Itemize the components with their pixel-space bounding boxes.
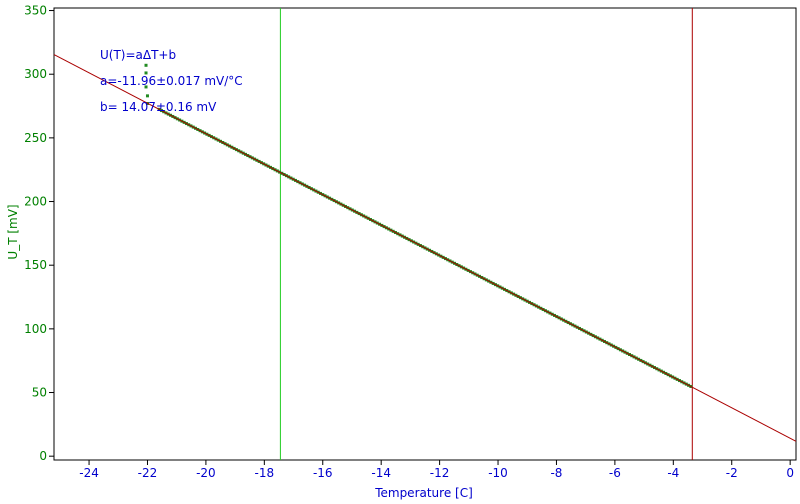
data-point (144, 63, 148, 67)
x-tick-label: -16 (313, 466, 333, 480)
y-tick-label: 50 (32, 386, 47, 400)
x-tick-label: -4 (667, 466, 679, 480)
x-tick-label: -12 (430, 466, 450, 480)
ticks-layer: -24 -22 -20 -18 -16 -14 -12 -10 -8 -6 -4 -2 00501001… (24, 4, 794, 480)
data-point (144, 71, 148, 75)
annotation-formula: U(T)=aΔT+b (100, 48, 176, 62)
marker-layer (279, 8, 693, 460)
x-tick-label: -6 (609, 466, 621, 480)
x-tick-label: -24 (79, 466, 99, 480)
y-tick-label: 200 (24, 195, 47, 209)
annotation-intercept: b= 14.07±0.16 mV (100, 100, 217, 114)
y-tick-label: 350 (24, 4, 47, 18)
fit-line (53, 54, 797, 442)
annotation-slope: a=-11.96±0.017 mV/°C (100, 74, 243, 88)
plot-area (53, 7, 797, 461)
x-tick-label: -20 (196, 466, 216, 480)
y-tick-label: 0 (39, 449, 47, 463)
y-tick-label: 250 (24, 131, 47, 145)
fit-layer (53, 54, 797, 442)
x-tick-label: -22 (138, 466, 158, 480)
y-tick-label: 150 (24, 258, 47, 272)
y-axis-title: U_T [mV] (6, 204, 20, 259)
data-point (144, 85, 148, 89)
data-point (145, 94, 149, 98)
y-tick-label: 300 (24, 67, 47, 81)
x-axis-title: Temperature [C] (374, 486, 473, 500)
x-tick-label: -2 (726, 466, 738, 480)
y-tick-label: 100 (24, 322, 47, 336)
x-tick-label: -10 (488, 466, 508, 480)
x-tick-label: -14 (371, 466, 391, 480)
x-tick-label: -8 (550, 466, 562, 480)
x-tick-label: 0 (786, 466, 794, 480)
x-tick-label: -18 (255, 466, 275, 480)
